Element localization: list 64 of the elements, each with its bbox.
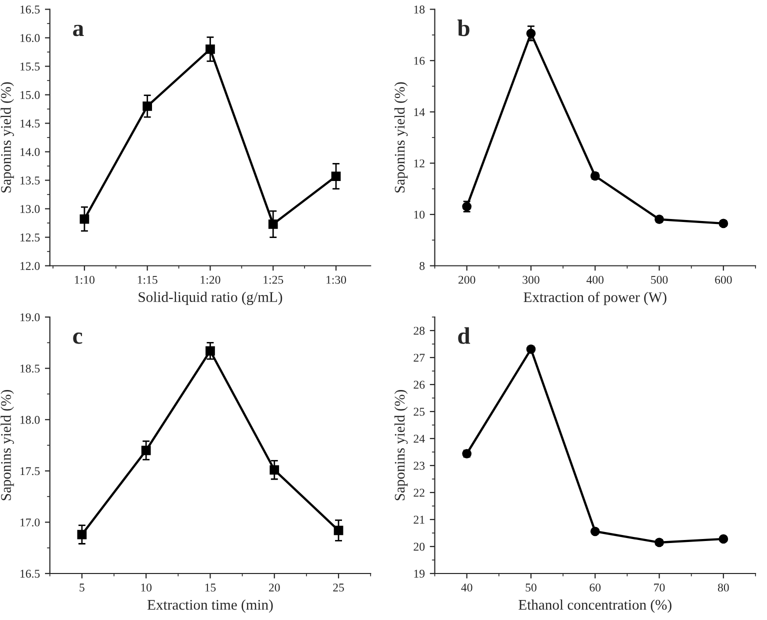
x-tick-label: 500 — [651, 276, 668, 284]
y-tick-label: 10 — [414, 210, 425, 219]
y-tick-label: 20 — [414, 542, 425, 551]
x-tick-label: 60 — [590, 584, 601, 592]
y-tick-label: 14.5 — [20, 120, 40, 128]
y-axis-title: Saponins yield (%) — [0, 82, 14, 192]
y-tick-label: 14.0 — [20, 148, 40, 156]
x-tick-label: 1:25 — [264, 276, 284, 284]
y-tick-label: 15.5 — [20, 62, 40, 71]
y-tick-label: 16 — [414, 56, 425, 65]
y-tick-label: 13.0 — [20, 205, 40, 214]
y-tick-label: 15.0 — [20, 91, 40, 100]
y-tick-label: 16.5 — [20, 6, 40, 14]
x-axis-title: Ethanol concentration (%) — [518, 599, 672, 613]
x-axis-title: Extraction of power (W) — [524, 292, 666, 306]
x-tick-label: 40 — [461, 584, 472, 592]
y-axis-title: Saponins yield (%) — [394, 390, 408, 500]
y-tick-label: 12 — [414, 159, 424, 168]
y-tick-label: 12.5 — [20, 234, 40, 242]
annotation: c — [73, 332, 82, 344]
y-tick-label: 27 — [414, 354, 425, 362]
x-tick-label: 200 — [458, 276, 476, 284]
x-tick-label: 1:15 — [138, 276, 158, 284]
x-tick-label: 300 — [522, 276, 540, 284]
y-tick-label: 17.0 — [20, 518, 40, 526]
y-tick-label: 18.5 — [20, 364, 40, 373]
y-tick-label: 13.5 — [20, 176, 40, 185]
y-axis-title: Saponins yield (%) — [394, 82, 408, 192]
x-tick-label: 25 — [333, 584, 344, 592]
x-tick-label: 400 — [586, 276, 604, 284]
annotation: d — [458, 327, 470, 344]
y-tick-label: 18 — [414, 6, 425, 14]
y-tick-label: 23 — [414, 462, 425, 470]
y-tick-label: 17.5 — [20, 467, 40, 476]
x-tick-label: 50 — [526, 584, 536, 592]
x-axis-title: Solid-liquid ratio (g/mL) — [138, 292, 282, 306]
x-tick-label: 5 — [80, 584, 84, 592]
y-tick-label: 14 — [414, 108, 425, 116]
y-tick-label: 21 — [414, 516, 424, 524]
x-tick-label: 10 — [141, 584, 152, 592]
y-axis-title: Saponins yield (%) — [0, 390, 14, 500]
y-tick-label: 28 — [414, 326, 425, 335]
y-tick-label: 19 — [414, 570, 425, 578]
x-tick-label: 600 — [715, 276, 732, 284]
annotation: a — [73, 24, 84, 36]
x-tick-label: 15 — [205, 584, 216, 592]
y-tick-label: 22 — [414, 488, 424, 497]
y-tick-label: 16.5 — [20, 570, 40, 578]
y-tick-label: 24 — [414, 434, 425, 443]
y-tick-label: 19.0 — [20, 313, 40, 322]
annotation: b — [458, 20, 470, 36]
y-tick-label: 8 — [420, 262, 425, 270]
x-axis-title: Extraction time (min) — [147, 599, 273, 613]
x-tick-label: 1:10 — [74, 276, 94, 284]
x-tick-label: 1:30 — [326, 276, 346, 284]
y-tick-label: 16.0 — [20, 34, 40, 42]
x-tick-label: 80 — [718, 584, 729, 592]
y-tick-label: 12.0 — [20, 262, 40, 270]
x-tick-label: 70 — [654, 584, 665, 592]
y-tick-label: 26 — [414, 380, 425, 389]
y-tick-label: 25 — [414, 408, 425, 416]
y-tick-label: 18.0 — [20, 416, 40, 424]
x-tick-label: 1:20 — [200, 276, 220, 284]
x-tick-label: 20 — [268, 584, 280, 592]
